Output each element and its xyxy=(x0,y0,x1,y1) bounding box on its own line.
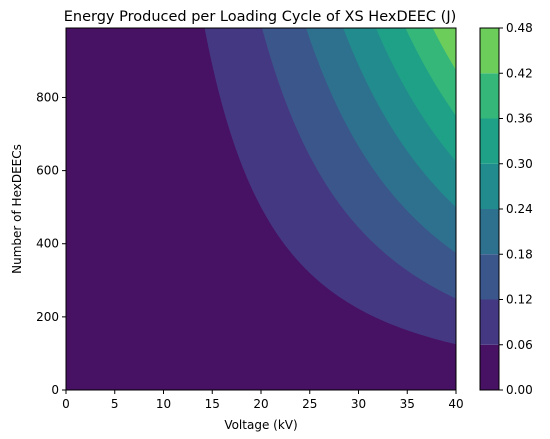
colorbar-tick-label: 0.42 xyxy=(506,66,533,80)
x-tick-label: 0 xyxy=(62,397,70,411)
y-tick-label: 0 xyxy=(51,383,59,397)
colorbar-segment xyxy=(480,28,499,74)
colorbar-tick-label: 0.48 xyxy=(506,21,533,35)
x-axis-label: Voltage (kV) xyxy=(224,418,297,432)
colorbar-segment xyxy=(480,209,499,255)
colorbar-tick-label: 0.00 xyxy=(506,383,533,397)
x-tick-label: 35 xyxy=(400,397,415,411)
colorbar-tick-label: 0.12 xyxy=(506,293,533,307)
x-tick-label: 10 xyxy=(156,397,171,411)
colorbar-segment xyxy=(480,254,499,300)
y-tick-label: 200 xyxy=(36,310,59,324)
colorbar-tick-label: 0.06 xyxy=(506,338,533,352)
colorbar-segment xyxy=(480,163,499,209)
x-axis: 0 5 10 15 20 25 30 35 40 xyxy=(62,390,464,411)
x-tick-label: 25 xyxy=(302,397,317,411)
y-tick-label: 400 xyxy=(36,237,59,251)
y-tick-label: 600 xyxy=(36,164,59,178)
contour-plot-area xyxy=(66,28,456,390)
x-tick-label: 30 xyxy=(351,397,366,411)
contour-band-6 xyxy=(405,28,456,116)
colorbar-tick-label: 0.36 xyxy=(506,112,533,126)
colorbar: 0.00 0.06 0.12 0.18 0.24 0.30 0.36 0.42 0.48 xyxy=(480,21,533,397)
x-tick-label: 40 xyxy=(448,397,463,411)
colorbar-tick-label: 0.24 xyxy=(506,202,533,216)
y-axis: 0 200 400 600 800 xyxy=(36,90,66,397)
contour-band-7 xyxy=(432,28,456,71)
colorbar-frame xyxy=(479,27,500,391)
x-tick-label: 5 xyxy=(111,397,119,411)
x-tick-label: 15 xyxy=(205,397,220,411)
colorbar-tick-label: 0.30 xyxy=(506,157,533,171)
y-tick-label: 800 xyxy=(36,90,59,104)
colorbar-segment xyxy=(480,344,499,390)
colorbar-segment xyxy=(480,73,499,119)
colorbar-tick-label: 0.18 xyxy=(506,247,533,261)
colorbar-segment xyxy=(480,118,499,164)
chart-title: Energy Produced per Loading Cycle of XS … xyxy=(64,9,457,25)
colorbar-segment xyxy=(480,299,499,345)
x-tick-label: 20 xyxy=(253,397,268,411)
y-axis-label: Number of HexDEECs xyxy=(10,144,24,274)
